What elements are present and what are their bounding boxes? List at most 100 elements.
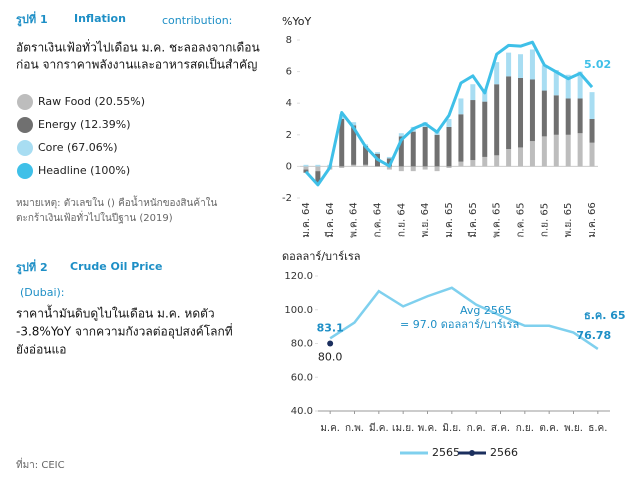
chart-title: Crude Oil Price — [70, 260, 162, 273]
bar-segment — [482, 156, 488, 167]
x-tick-label: ก.ค. 65 — [516, 202, 527, 237]
bar-segment — [482, 101, 488, 157]
legend-marker — [469, 450, 475, 456]
x-tick-label: ส.ค. — [491, 423, 510, 434]
bar-segment — [315, 171, 321, 184]
point — [327, 340, 334, 347]
x-tick-label: ม.ค. 66 — [587, 202, 598, 238]
x-tick-label: พ.ย. 65 — [563, 203, 574, 238]
x-tick-label: ก.ย. — [516, 423, 534, 434]
data-label: 76.78 — [576, 329, 611, 342]
bar-segment — [458, 114, 464, 162]
bar-segment — [339, 166, 345, 168]
bar-segment — [470, 160, 476, 167]
bar-segment — [458, 161, 464, 167]
bar-segment — [518, 54, 524, 78]
bar-segment — [351, 125, 357, 165]
bar-segment — [518, 77, 524, 148]
x-tick-label: ธ.ค. — [588, 423, 607, 434]
bar-segment — [446, 119, 452, 127]
bar-segment — [541, 65, 547, 91]
x-tick-label: ก.พ. — [345, 423, 364, 434]
bar-segment — [446, 126, 452, 167]
bar-segment — [351, 164, 357, 167]
bar-segment — [577, 133, 583, 167]
bar-segment — [303, 169, 309, 173]
x-tick-label: พ.ค. — [418, 423, 438, 434]
bar-segment — [553, 134, 559, 167]
bar-segment — [434, 134, 440, 167]
bar-segment — [374, 152, 380, 154]
legend-label: Headline (100%) — [38, 164, 130, 177]
bar-segment — [506, 149, 512, 167]
subtitle: อัตราเงินเฟ้อทั่วไปเดือน ม.ค. ชะลอลงจากเ… — [16, 39, 260, 55]
bar-segment — [315, 164, 321, 167]
bar-segment — [470, 100, 476, 161]
data-label: 80.0 — [318, 351, 343, 364]
bar-segment — [529, 141, 535, 167]
x-tick-label: ก.ค. — [467, 423, 486, 434]
bar-segment — [410, 166, 416, 172]
bar-segment — [577, 98, 583, 134]
subtitle: -3.8%YoY จากความกังวลต่ออุปสงค์โลกที่ — [16, 323, 233, 340]
y-tick-label: 60.0 — [291, 372, 313, 383]
figure-label: รูปที่ 2 — [16, 259, 48, 275]
x-tick-label: พ.ค. 64 — [349, 202, 360, 238]
legend-marker — [17, 94, 33, 110]
y-tick-label: 4 — [286, 98, 292, 109]
x-tick-label: ม.ค. 65 — [444, 202, 455, 238]
legend-label: Energy (12.39%) — [38, 118, 131, 131]
bar-segment — [541, 90, 547, 137]
bar-segment — [458, 98, 464, 115]
legend-label: 2566 — [490, 446, 518, 459]
annotation: = 97.0 ดอลลาร์/บาร์เรล — [400, 318, 519, 331]
bar-segment — [434, 166, 440, 172]
x-tick-label: ก.ค. 64 — [372, 202, 383, 237]
y-tick-label: -2 — [282, 193, 292, 204]
bar-segment — [303, 164, 309, 167]
y-axis-label: %YoY — [282, 15, 311, 28]
x-tick-label: เม.ย. — [392, 423, 414, 434]
figure-label: รูปที่ 1 — [16, 11, 48, 27]
chart-title: Inflation — [74, 12, 126, 25]
x-tick-label: พ.ย. 64 — [420, 203, 431, 238]
y-tick-label: 80.0 — [291, 339, 313, 350]
y-tick-label: 120.0 — [284, 271, 313, 282]
x-tick-label: มี.ค. — [369, 422, 389, 434]
bar-segment — [482, 88, 488, 102]
y-tick-label: 8 — [286, 35, 292, 46]
source: ที่มา: CEIC — [16, 457, 65, 471]
data-label: 83.1 — [317, 321, 344, 334]
bar-segment — [494, 155, 500, 167]
legend-label: Raw Food (20.55%) — [38, 95, 145, 108]
bar-segment — [386, 166, 392, 170]
subtitle: ก่อน จากราคาพลังงานและอาหารสดเป็นสำคัญ — [16, 57, 257, 72]
bar-segment — [589, 92, 595, 119]
bar-segment — [565, 134, 571, 167]
bar-segment — [363, 145, 369, 165]
x-tick-label: พ.ค. 65 — [492, 202, 503, 238]
bar-segment — [386, 156, 392, 159]
bar-segment — [398, 166, 404, 172]
y-axis-label: ดอลลาร์/บาร์เรล — [282, 250, 361, 263]
bar-segment — [422, 126, 428, 167]
x-tick-label: มี.ค. 65 — [467, 202, 479, 238]
y-tick-label: 2 — [286, 130, 292, 141]
y-tick-label: 100.0 — [284, 305, 313, 316]
bar-segment — [494, 62, 500, 85]
bar-segment — [589, 142, 595, 167]
headline-line — [304, 40, 594, 187]
bar-segment — [518, 147, 524, 167]
x-tick-label: พ.ย. — [564, 423, 583, 434]
x-tick-label: ม.ค. 64 — [301, 202, 312, 238]
x-tick-label: ก.ย. 64 — [396, 203, 407, 237]
bar-segment — [589, 119, 595, 143]
bar-segment — [422, 166, 428, 170]
legend-label: 2565 — [432, 446, 460, 459]
annotation: Avg 2565 — [460, 304, 512, 317]
bar-segment — [565, 74, 571, 99]
note: ตะกร้าเงินเฟ้อทั่วไปในปีฐาน (2019) — [16, 210, 173, 224]
subtitle: ราคาน้ำมันดิบดูไบในเดือน ม.ค. หดตัว — [16, 305, 215, 322]
x-tick-label: มี.ค. 64 — [324, 202, 336, 238]
